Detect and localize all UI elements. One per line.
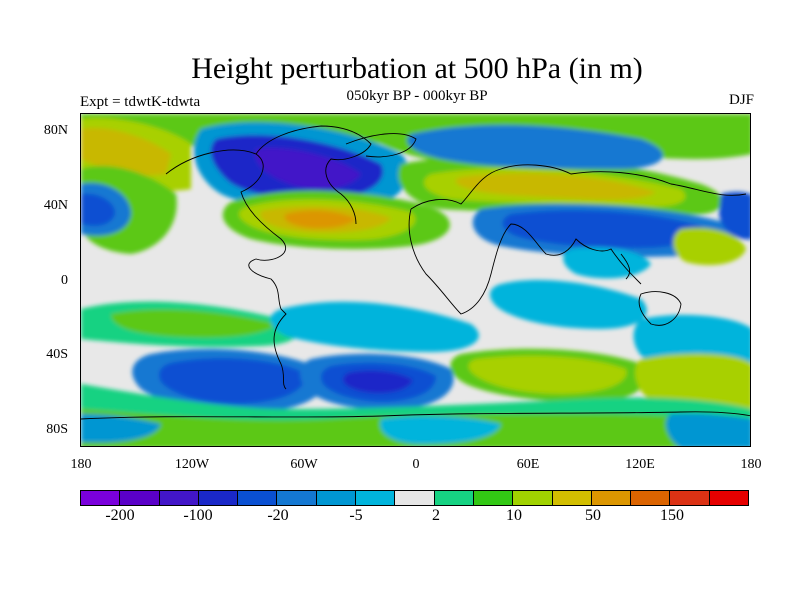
colorbar-swatch xyxy=(238,491,278,505)
colorbar-swatch xyxy=(631,491,671,505)
lat-tick-0: 0 xyxy=(61,273,68,288)
lat-tick-80n: 80N xyxy=(43,123,68,138)
colorbar-swatch xyxy=(513,491,553,505)
colorbar-swatch xyxy=(395,491,435,505)
colorbar-label: 150 xyxy=(660,507,684,524)
lon-tick-0: 0 xyxy=(412,457,420,472)
colorbar-swatch xyxy=(552,491,592,505)
map-panel xyxy=(80,113,751,447)
colorbar-swatch xyxy=(159,491,199,505)
colorbar-swatch xyxy=(316,491,357,505)
colorbar-label: 50 xyxy=(585,507,601,524)
colorbar-swatch xyxy=(81,491,121,505)
colorbar-label: 2 xyxy=(432,507,440,524)
colorbar-swatch xyxy=(277,491,317,505)
colorbar-label: -200 xyxy=(105,507,135,524)
coastlines xyxy=(81,125,750,420)
lon-tick-180e: 180 xyxy=(740,457,762,472)
lat-tick-40n: 40N xyxy=(43,198,68,213)
height-perturbation-map xyxy=(81,114,750,446)
page-title: Height perturbation at 500 hPa (in m) xyxy=(191,52,643,85)
lon-tick-120e: 120E xyxy=(625,457,655,472)
lon-tick-120w: 120W xyxy=(174,457,210,472)
colorbar-swatch xyxy=(434,491,474,505)
lon-tick-180w: 180 xyxy=(70,457,92,472)
lat-tick-40s: 40S xyxy=(46,347,68,362)
colorbar-swatch xyxy=(473,491,514,505)
colorbar-swatch xyxy=(120,491,160,505)
colorbar-label: 10 xyxy=(506,507,522,524)
colorbar xyxy=(80,490,749,506)
lat-tick-80s: 80S xyxy=(46,422,68,437)
colorbar-swatch xyxy=(709,491,749,505)
colorbar-swatch xyxy=(356,491,396,505)
colorbar-swatch xyxy=(670,491,710,505)
lon-tick-60w: 60W xyxy=(290,457,318,472)
colorbar-label: -100 xyxy=(183,507,213,524)
colorbar-swatch xyxy=(591,491,632,505)
lon-tick-60e: 60E xyxy=(516,457,540,472)
contour-fields xyxy=(81,114,750,446)
colorbar-label: -5 xyxy=(349,507,363,524)
subtitle: 050kyr BP - 000kyr BP xyxy=(346,88,488,104)
colorbar-swatch xyxy=(198,491,239,505)
colorbar-label: -20 xyxy=(267,507,289,524)
season-label: DJF xyxy=(728,92,754,108)
experiment-label: Expt = tdwtK-tdwta xyxy=(80,94,201,110)
